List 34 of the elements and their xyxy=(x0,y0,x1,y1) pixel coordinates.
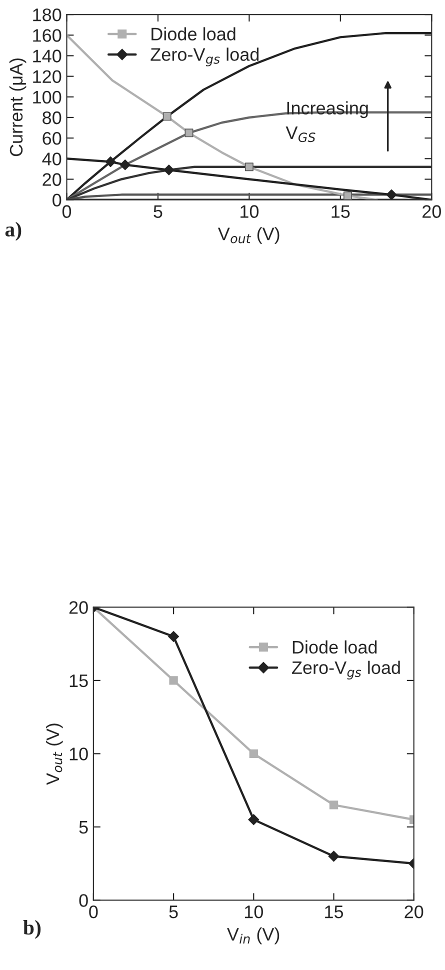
y-axis-title: Current (μA) xyxy=(9,58,26,156)
x-tick-label: 10 xyxy=(244,906,263,918)
y-tick-label: 20 xyxy=(69,601,88,614)
y-tick-label: 0 xyxy=(52,194,62,207)
y-tick-label: 40 xyxy=(42,152,62,166)
x-axis-title: V$_{in}$ (V) xyxy=(227,927,280,944)
y-tick-label: 120 xyxy=(33,70,62,84)
y-tick-label: 20 xyxy=(42,173,62,186)
y-tick-label: 140 xyxy=(33,50,62,62)
y-tick-label: 10 xyxy=(70,748,88,760)
y-tick-label: 0 xyxy=(79,894,88,907)
y-tick-label: 100 xyxy=(33,90,62,104)
legend-label: Diode load xyxy=(292,640,377,654)
legend-label: Zero-V$_{gs}$ load xyxy=(292,660,400,680)
legend-label: Diode load xyxy=(152,27,236,40)
y-tick-label: 160 xyxy=(33,29,62,42)
y-tick-label: 5 xyxy=(79,821,88,834)
x-tick-label: 5 xyxy=(169,906,178,918)
y-tick-label: 80 xyxy=(42,111,62,124)
x-axis-title: V$_{out}$ (V) xyxy=(218,227,280,244)
x-tick-label: 10 xyxy=(240,205,259,218)
y-axis-title: V$_{out}$ (V) xyxy=(46,724,63,785)
y-tick-label: 60 xyxy=(42,132,62,145)
x-tick-label: 5 xyxy=(154,205,162,218)
y-tick-label: 180 xyxy=(33,8,62,22)
legend-label: Zero-V$_{gs}$ load xyxy=(150,48,259,66)
x-tick-label: 15 xyxy=(325,906,344,918)
x-tick-label: 20 xyxy=(422,205,441,218)
x-tick-label: 0 xyxy=(89,906,98,918)
x-tick-label: 15 xyxy=(332,205,350,218)
text: b) xyxy=(23,920,41,939)
y-tick-label: 15 xyxy=(70,674,88,688)
x-tick-label: 20 xyxy=(404,906,424,918)
text: a) xyxy=(5,222,22,241)
